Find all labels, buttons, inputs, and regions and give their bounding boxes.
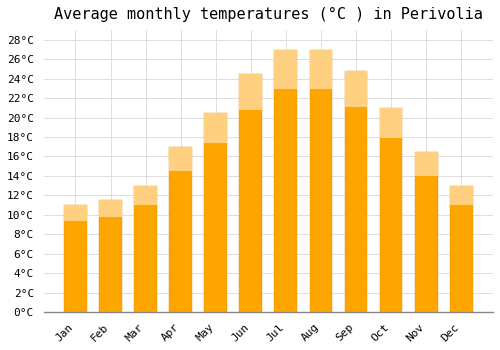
Bar [450,186,472,204]
Bar [274,49,297,312]
Bar [450,186,472,312]
Bar [274,49,297,89]
Bar [99,200,122,312]
Bar [415,152,438,176]
Bar [99,200,122,217]
Bar [240,74,262,110]
Bar [170,147,192,312]
Bar [64,205,87,312]
Bar [415,152,438,312]
Bar [170,147,192,172]
Title: Average monthly temperatures (°C ) in Perivolia: Average monthly temperatures (°C ) in Pe… [54,7,483,22]
Bar [204,113,227,142]
Bar [310,49,332,89]
Bar [310,49,332,312]
Bar [344,71,368,107]
Bar [134,186,157,312]
Bar [134,186,157,204]
Bar [380,108,402,312]
Bar [344,71,368,312]
Bar [380,108,402,139]
Bar [240,74,262,312]
Bar [64,205,87,221]
Bar [204,113,227,312]
